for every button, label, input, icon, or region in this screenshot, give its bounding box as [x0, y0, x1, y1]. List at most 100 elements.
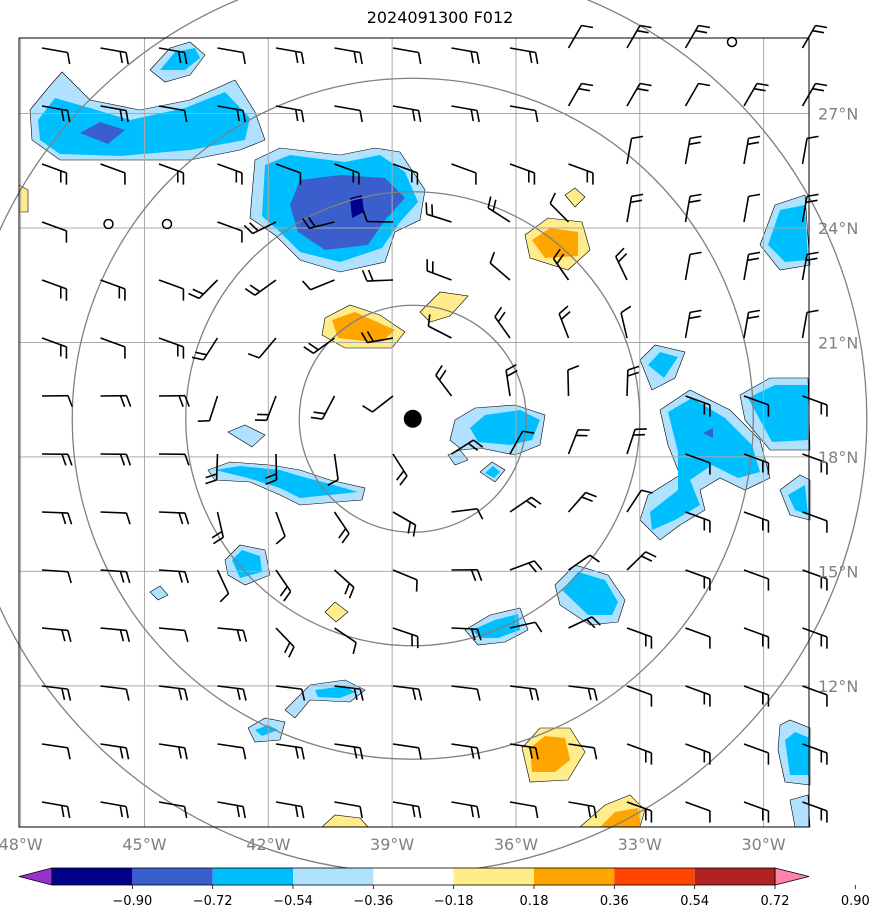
field-patch	[324, 601, 349, 623]
wind-barb	[626, 428, 647, 455]
wind-barb	[509, 430, 535, 455]
field-patch	[530, 736, 570, 772]
wind-barb	[743, 801, 770, 823]
colorbar-bin	[614, 868, 695, 885]
wind-barb	[802, 743, 828, 765]
wind-barb	[451, 163, 477, 185]
wind-barb	[158, 685, 189, 701]
wind-barb	[684, 251, 702, 281]
field-patch	[600, 808, 640, 827]
field-patch	[332, 312, 395, 343]
calm-circle	[103, 218, 114, 230]
wind-barb	[334, 627, 357, 655]
colorbar-tick-label: 0.72	[761, 894, 790, 909]
wind-barb	[392, 47, 422, 65]
wind-barb	[158, 511, 190, 525]
wind-barb	[743, 511, 770, 533]
wind-barb	[549, 192, 570, 223]
wind-barb	[361, 269, 394, 282]
wind-barb	[558, 305, 571, 339]
field-patch	[321, 814, 369, 828]
wind-barb	[509, 743, 539, 760]
wind-barb	[451, 801, 480, 819]
wind-barb	[217, 743, 247, 760]
wind-barb	[567, 491, 597, 513]
axis-labels: 27°N 24°N 21°N 18°N 15°N 12°N 48°W 45°W 42°W 39°W…	[0, 105, 858, 854]
wind-barb	[802, 685, 828, 707]
wind-barb	[158, 569, 189, 584]
wind-barb	[685, 453, 711, 475]
wind-barb	[205, 453, 219, 485]
wind-barb	[626, 365, 640, 397]
wind-barb	[509, 496, 542, 513]
field-patch	[648, 352, 678, 378]
wind-barb	[626, 193, 644, 223]
latitude-label: 12°N	[818, 677, 858, 696]
wind-barb	[158, 453, 190, 466]
wind-barb	[552, 248, 570, 281]
wind-barb	[626, 135, 644, 165]
wind-barb	[334, 105, 363, 123]
wind-barb	[100, 163, 126, 185]
colorbar-tick-label: −0.54	[273, 894, 313, 909]
wind-barb	[158, 627, 189, 642]
wind-barb	[41, 105, 71, 123]
wind-barb	[275, 801, 305, 819]
wind-barb	[41, 801, 71, 819]
field-patch	[290, 175, 405, 250]
wind-barb	[392, 627, 419, 649]
colorbar-bin	[212, 868, 293, 885]
field-patch	[419, 291, 469, 323]
colorbar-bin	[534, 868, 615, 885]
wind-barb	[100, 105, 129, 123]
wind-barb	[743, 135, 761, 165]
wind-barb	[392, 453, 408, 486]
wind-barb	[684, 24, 711, 49]
wind-barb	[392, 163, 419, 185]
colorbar-bin	[52, 868, 133, 885]
field-patch	[650, 398, 760, 530]
colorbar-bin	[453, 868, 534, 885]
colorbar-bin	[132, 868, 213, 885]
field-patch	[447, 449, 469, 466]
field-patch	[768, 205, 808, 262]
field-patch	[227, 424, 266, 448]
wind-barb	[802, 453, 828, 475]
wind-barb	[188, 279, 219, 300]
wind-barb	[509, 163, 536, 185]
latitude-label: 18°N	[818, 448, 858, 467]
wind-barb	[100, 279, 126, 301]
wind-barb	[435, 365, 453, 397]
wind-barb	[451, 743, 481, 760]
wind-barb	[217, 685, 247, 701]
colorbar-tick-label: 0.36	[600, 894, 629, 909]
wind-barb	[334, 743, 364, 760]
colorbar-bin	[694, 868, 775, 885]
wind-barb	[802, 627, 828, 649]
colorbar-tick-label: 0.18	[520, 894, 549, 909]
wind-barb	[626, 627, 653, 649]
wind-barb	[451, 47, 480, 65]
wind-barb	[41, 453, 73, 466]
latitude-label: 27°N	[818, 105, 858, 124]
wind-barb	[41, 47, 71, 65]
colorbar-bin	[293, 868, 374, 885]
wind-barb	[41, 394, 73, 407]
wind-barb	[801, 24, 828, 49]
colorbar-tick-label: −0.36	[353, 894, 393, 909]
wind-barb	[620, 305, 632, 339]
wind-barb	[302, 216, 335, 230]
wind-barb	[743, 309, 761, 339]
wind-barb	[158, 801, 188, 819]
colorbar-tick-label: −0.18	[434, 894, 474, 909]
wind-barb	[426, 259, 452, 281]
wind-barb	[802, 569, 828, 591]
wind-barb	[360, 330, 394, 344]
wind-barb	[327, 453, 339, 486]
wind-barb	[197, 395, 219, 422]
wind-barb	[451, 685, 481, 701]
colorbar-tick-label: −0.90	[112, 894, 152, 909]
wind-barb	[685, 743, 711, 765]
wind-barb	[801, 135, 819, 165]
field-patch	[149, 585, 169, 601]
